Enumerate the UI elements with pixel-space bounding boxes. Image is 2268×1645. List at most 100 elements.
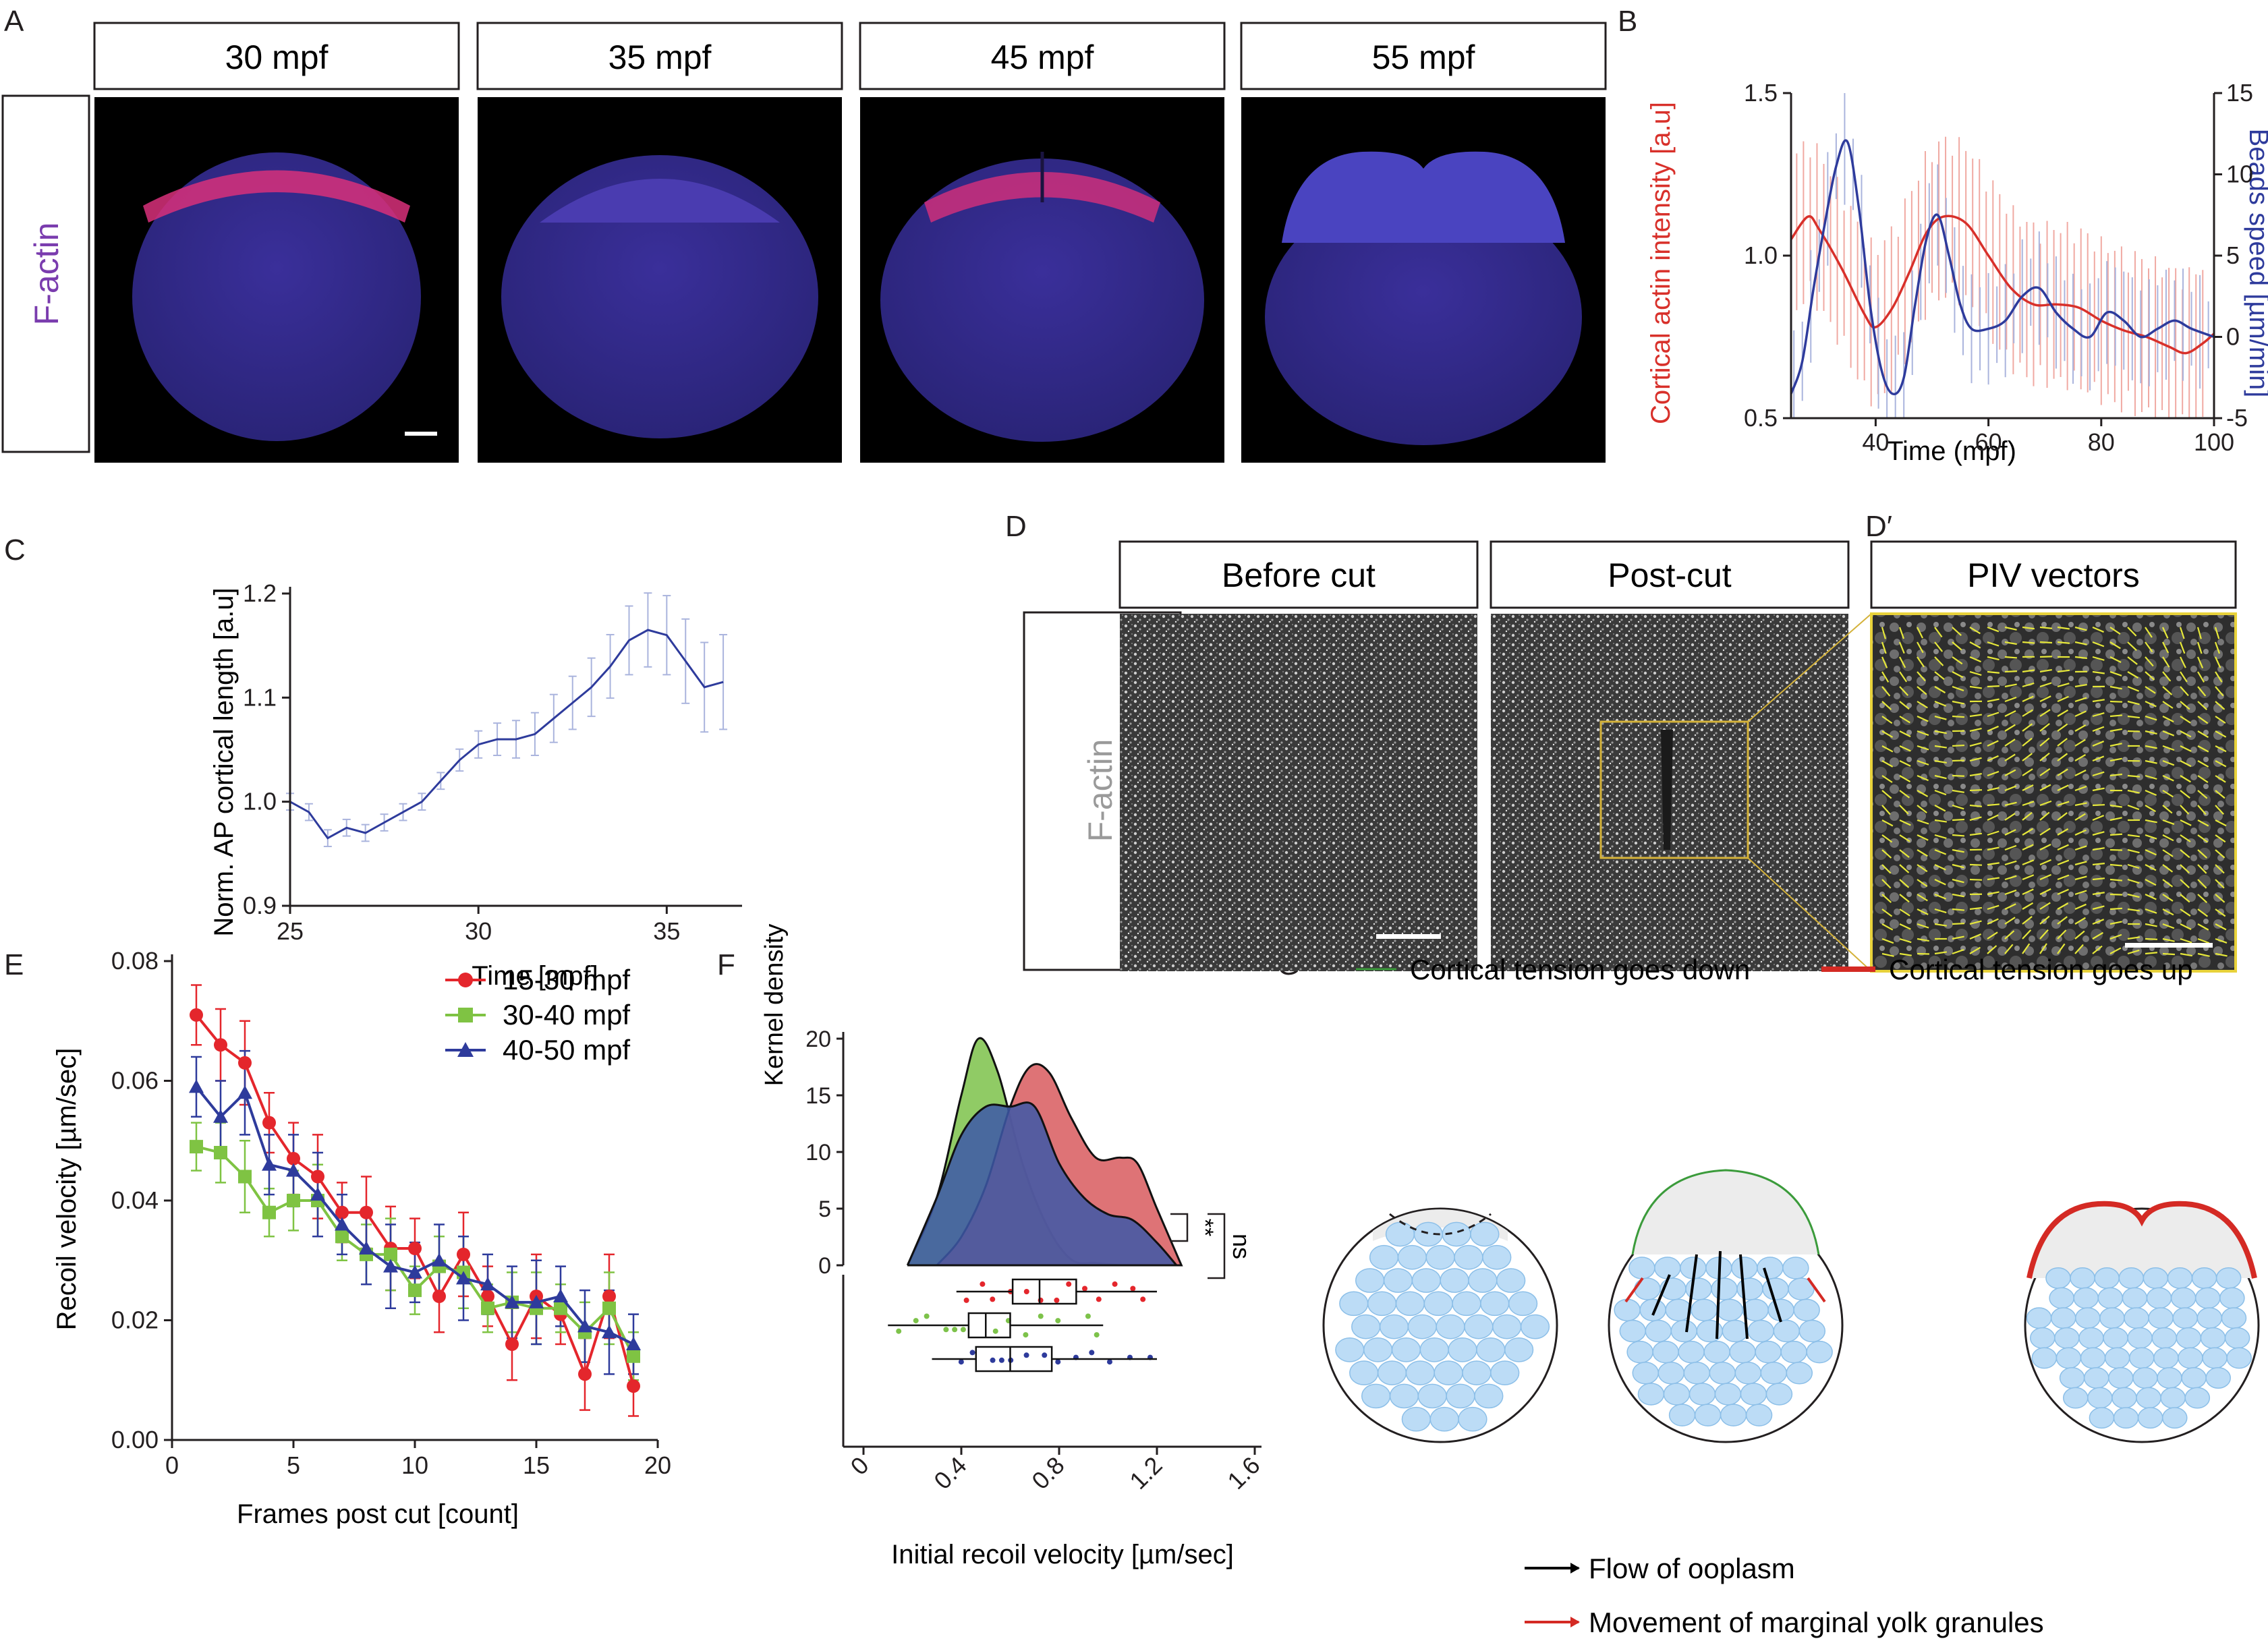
chart-c-xtick-label: 35 [653, 917, 680, 945]
chart-e-point-40-50 [480, 1277, 495, 1291]
piv-vector [2215, 730, 2227, 738]
piv-vector [2127, 863, 2140, 869]
chart-e-point-15-30 [238, 1056, 252, 1070]
chart-e-point-30-40 [262, 1205, 276, 1219]
yolk-granule [1729, 1340, 1756, 1364]
yolk-granule [1780, 1340, 1807, 1364]
piv-vector [2145, 745, 2157, 749]
piv-vector [2162, 805, 2173, 814]
piv-vector [1969, 920, 1982, 925]
yolk-granule [1691, 1298, 1718, 1322]
piv-vector [2074, 697, 2087, 703]
piv-vector [1898, 627, 1905, 639]
piv-vector [2162, 849, 2174, 857]
yolk-granule [1637, 1383, 1665, 1406]
piv-vector [2145, 730, 2157, 735]
panel-label-c: C [4, 533, 26, 567]
piv-vectors-image [1870, 612, 2237, 973]
yolk-granule [1722, 1319, 1749, 1343]
yolk-granule [1440, 1268, 1469, 1293]
chart-e-xtick-label: 20 [644, 1451, 671, 1479]
yolk-granule [1397, 1244, 1427, 1270]
piv-vector [2057, 784, 2069, 791]
piv-vector [2127, 893, 2140, 898]
piv-vector [1934, 951, 1947, 955]
piv-vector [2057, 641, 2070, 644]
yolk-granule [2196, 1307, 2223, 1329]
piv-vector [1969, 773, 1982, 777]
piv-vector [2039, 888, 2051, 895]
piv-vector [2162, 819, 2175, 826]
chart-e-point-30-40 [384, 1247, 397, 1261]
yolk-granule [2050, 1307, 2076, 1329]
chart-e-point-40-50 [407, 1265, 422, 1279]
chart-e-legend: 15-30 mpf 30-40 mpf 40-50 mpf [445, 964, 630, 1066]
piv-vector [2022, 784, 2034, 791]
yolk-granule [1446, 1383, 1475, 1409]
yolk-granule [1731, 1257, 1758, 1279]
piv-vector [2004, 875, 2017, 881]
piv-vector [2197, 790, 2208, 799]
panel-label-b: B [1618, 5, 1637, 38]
piv-vector [1969, 641, 1981, 649]
piv-vector [2004, 785, 2017, 792]
yolk-granule [1736, 1277, 1763, 1300]
yolk-granule [1470, 1221, 1500, 1247]
yolk-granule [2070, 1267, 2095, 1289]
piv-vector [1934, 923, 1947, 927]
piv-vector [2127, 730, 2141, 732]
piv-vector [2074, 890, 2087, 896]
piv-vector [1934, 686, 1946, 694]
piv-vector [2145, 627, 2153, 638]
yolk-granule [1407, 1314, 1437, 1339]
piv-vector [1969, 804, 1983, 807]
piv-vector [2196, 627, 2202, 639]
yolk-granule [1391, 1337, 1421, 1362]
chart-b-y2tick-label: 5 [2226, 241, 2240, 269]
piv-vector [2180, 819, 2192, 826]
piv-vector [2196, 641, 2203, 654]
chart-e-xlabel: Frames post cut [count] [237, 1499, 519, 1529]
piv-vector [2092, 863, 2105, 866]
piv-vector [2127, 715, 2141, 719]
chart-e-point-15-30 [602, 1290, 616, 1303]
yolk-granule [1417, 1383, 1447, 1409]
piv-vector [2215, 849, 2226, 859]
piv-vector [2004, 724, 2016, 732]
piv-vector [1917, 745, 1929, 751]
piv-vector [2145, 774, 2157, 780]
piv-vector [2109, 804, 2122, 808]
density-curve-2 [906, 1101, 1179, 1267]
yolk-granule [1628, 1257, 1655, 1279]
tension-down-line [1631, 1169, 1820, 1255]
piv-vector [1899, 849, 1910, 859]
piv-vector [2109, 714, 2123, 718]
yolk-granule [2146, 1287, 2172, 1309]
piv-vector [2197, 864, 2207, 874]
piv-vector [2022, 723, 2033, 732]
piv-vector [2022, 709, 2033, 717]
piv-vector [1987, 770, 2000, 777]
chart-c-ylabel: Norm. AP cortical length [a.u] [209, 587, 239, 936]
piv-vector [1952, 878, 1964, 884]
piv-vector [2057, 916, 2068, 925]
piv-vector [2215, 834, 2226, 843]
piv-vector [2197, 849, 2208, 859]
piv-vector [1934, 700, 1947, 707]
chart-f-jitter-point [990, 1357, 996, 1363]
piv-vector [2197, 923, 2209, 931]
piv-vector [2057, 859, 2070, 866]
chart-e-xtick-label: 10 [401, 1451, 428, 1479]
piv-vector [1969, 742, 1982, 747]
piv-vector [1917, 641, 1924, 654]
piv-vector [2004, 930, 2015, 940]
yolk-granule [1448, 1337, 1477, 1362]
piv-vector [1899, 864, 1910, 873]
piv-vector [2109, 933, 2122, 940]
beads-speed-line [1790, 139, 2215, 396]
chart-f-jitter-point [969, 1350, 975, 1356]
chart-e-point-15-30 [190, 1008, 203, 1022]
piv-vector [2074, 845, 2087, 851]
legend-15-30: 15-30 mpf [503, 964, 630, 995]
chart-e-point-15-30 [360, 1205, 373, 1219]
